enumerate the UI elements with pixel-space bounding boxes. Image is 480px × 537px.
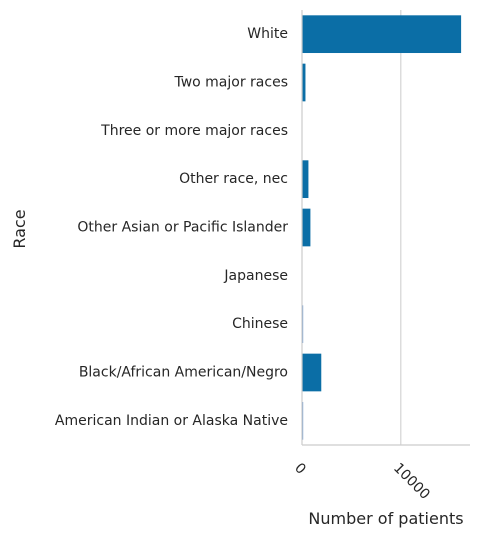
category-label-american-indian-or-alaska-native: American Indian or Alaska Native: [55, 413, 288, 429]
bar-other-race-nec: [302, 160, 309, 199]
category-label-three-or-more-major-races: Three or more major races: [100, 123, 288, 139]
x-tick-label-1: 10000: [390, 460, 433, 503]
category-labels: White Two major races Three or more major …: [55, 26, 288, 429]
category-label-two-major-races: Two major races: [173, 75, 288, 91]
bar-black-african-american-negro: [302, 353, 322, 392]
category-label-chinese: Chinese: [232, 316, 288, 332]
category-label-japanese: Japanese: [223, 268, 288, 284]
bar-other-asian-or-pacific-islander: [302, 208, 311, 247]
category-label-white: White: [247, 26, 288, 42]
bar-white: [302, 15, 462, 54]
category-label-other-asian-or-pacific-islander: Other Asian or Pacific Islander: [77, 220, 288, 236]
bar-two-major-races: [302, 63, 306, 102]
x-axis-title: Number of patients: [308, 509, 463, 528]
x-tick-labels: 0 10000: [291, 460, 433, 503]
y-axis-title: Race: [10, 209, 29, 248]
x-tick-label-0: 0: [291, 460, 309, 478]
bars-layer: [302, 15, 462, 440]
category-label-other-race-nec: Other race, nec: [179, 171, 288, 187]
category-label-black-african-american-negro: Black/African American/Negro: [79, 365, 288, 381]
